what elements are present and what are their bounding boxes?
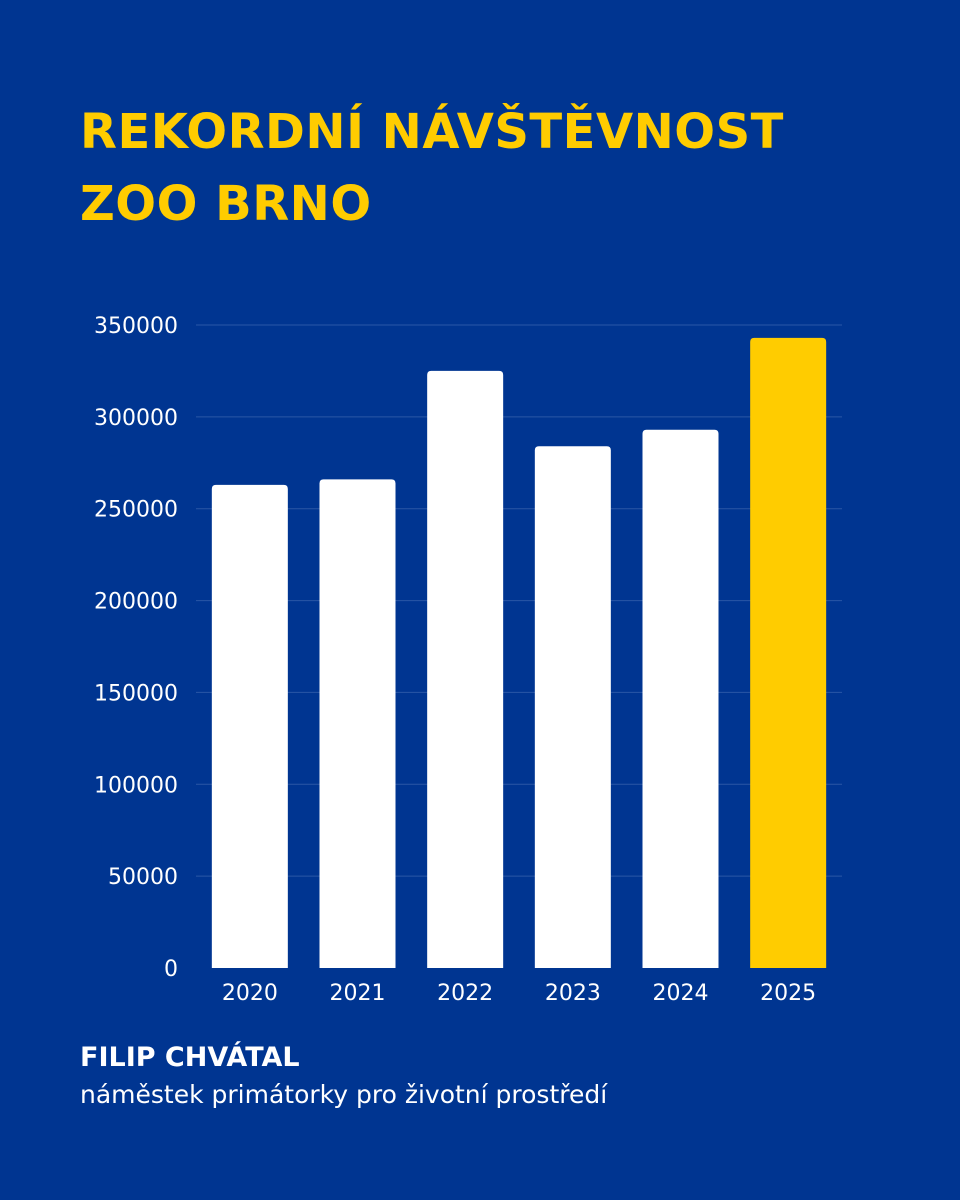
bars bbox=[211, 337, 827, 968]
x-tick-label-2024: 2024 bbox=[653, 981, 709, 1006]
bar-2024 bbox=[642, 429, 719, 968]
page-title: REKORDNÍ NÁVŠTĚVNOST ZOO BRNO bbox=[80, 96, 784, 240]
gridlines bbox=[196, 324, 842, 877]
y-tick-label: 50000 bbox=[108, 865, 178, 890]
bar-2021 bbox=[319, 479, 396, 968]
y-tick-label: 0 bbox=[164, 957, 178, 982]
person-role: náměstek primátorky pro životní prostřed… bbox=[80, 1080, 608, 1109]
x-tick-label-2025: 2025 bbox=[760, 981, 816, 1006]
x-tick-label-2020: 2020 bbox=[222, 981, 278, 1006]
title-line-1: REKORDNÍ NÁVŠTĚVNOST bbox=[80, 104, 784, 160]
bar-2022 bbox=[427, 370, 504, 968]
x-axis-ticks: 2020 2021 2022 2023 2024 2025 bbox=[222, 981, 816, 1006]
bar-2020 bbox=[211, 484, 288, 968]
y-tick-label: 300000 bbox=[94, 406, 178, 431]
y-tick-label: 100000 bbox=[94, 773, 178, 798]
x-tick-label-2023: 2023 bbox=[545, 981, 601, 1006]
y-tick-label: 150000 bbox=[94, 681, 178, 706]
y-tick-label: 250000 bbox=[94, 498, 178, 523]
bar-2025 bbox=[750, 337, 827, 968]
bar-2023 bbox=[534, 446, 611, 968]
y-axis-ticks: 0 50000 100000 150000 200000 250000 300000 3500… bbox=[94, 314, 178, 982]
title-line-2: ZOO BRNO bbox=[80, 176, 372, 232]
x-tick-label-2022: 2022 bbox=[437, 981, 493, 1006]
person-name: FILIP CHVÁTAL bbox=[80, 1042, 300, 1073]
x-tick-label-2021: 2021 bbox=[330, 981, 386, 1006]
y-tick-label: 350000 bbox=[94, 314, 178, 339]
y-tick-label: 200000 bbox=[94, 590, 178, 615]
